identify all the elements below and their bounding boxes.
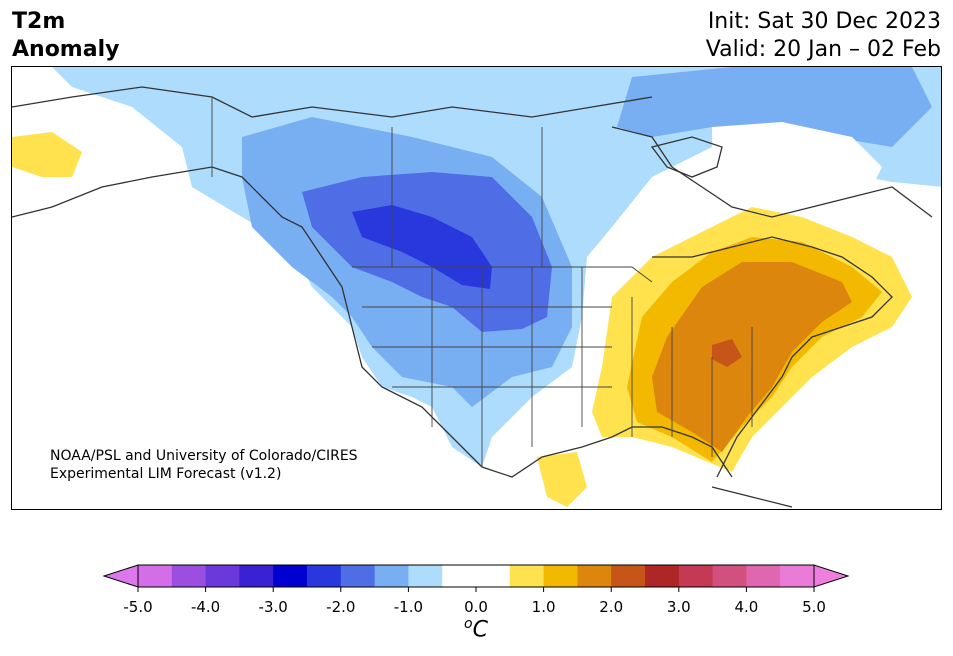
unit-degree: o bbox=[464, 616, 473, 632]
colorbar-segment bbox=[746, 565, 781, 587]
colorbar-segment bbox=[239, 565, 274, 587]
colorbar-under-arrow bbox=[102, 564, 139, 588]
colorbar-tick-label: 1.0 bbox=[531, 598, 556, 616]
colorbar-segment bbox=[205, 565, 240, 587]
colorbar-unit: oC bbox=[464, 616, 488, 642]
map-title: T2m Anomaly bbox=[12, 8, 119, 64]
colorbar-bar bbox=[102, 564, 850, 592]
colorbar-tick-label: -3.0 bbox=[258, 598, 288, 616]
colorbar-segment bbox=[645, 565, 680, 587]
colorbar-tick-label: -5.0 bbox=[123, 598, 153, 616]
anomaly-map: NOAA/PSL and University of Colorado/CIRE… bbox=[11, 66, 942, 510]
colorbar-segment bbox=[171, 565, 207, 587]
colorbar-segment bbox=[374, 565, 409, 587]
colorbar-segment bbox=[577, 565, 612, 587]
colorbar-tick-label: 3.0 bbox=[666, 598, 691, 616]
colorbar-segment bbox=[442, 565, 477, 587]
colorbar-tick-label: 5.0 bbox=[802, 598, 826, 616]
valid-range: Valid: 20 Jan – 02 Feb bbox=[705, 37, 941, 62]
credit-line-1: NOAA/PSL and University of Colorado/CIRE… bbox=[50, 448, 358, 464]
colorbar-segment bbox=[340, 565, 376, 587]
colorbar-tick-label: -1.0 bbox=[393, 598, 424, 616]
colorbar-segment bbox=[712, 565, 747, 587]
unit-letter: C bbox=[472, 617, 488, 643]
forecast-dates: Init: Sat 30 Dec 2023 Valid: 20 Jan – 02… bbox=[706, 8, 941, 64]
colorbar-tick-label: 4.0 bbox=[734, 598, 759, 616]
title-line-1: T2m bbox=[12, 9, 66, 34]
init-date: Init: Sat 30 Dec 2023 bbox=[707, 9, 941, 34]
colorbar-tick-label: 0.0 bbox=[464, 598, 488, 616]
colorbar-segment bbox=[780, 565, 815, 587]
anomaly-shade-royal-blue bbox=[352, 205, 492, 289]
map-canvas bbox=[12, 67, 941, 508]
anomaly-shade-yellow-alaska bbox=[12, 132, 82, 177]
title-line-2: Anomaly bbox=[12, 37, 120, 62]
anomaly-shade-dark-orange bbox=[712, 339, 742, 367]
colorbar-tick-label: -4.0 bbox=[190, 598, 221, 616]
credit-line-2: Experimental LIM Forecast (v1.2) bbox=[50, 466, 282, 482]
colorbar-over-arrow bbox=[813, 564, 850, 588]
colorbar-segment bbox=[509, 565, 545, 587]
colorbar-segment bbox=[307, 565, 342, 587]
white-region-hudson bbox=[712, 122, 882, 207]
colorbar-segment bbox=[273, 565, 308, 587]
anomaly-shade-yellow-gulf bbox=[537, 452, 587, 507]
credit-text: NOAA/PSL and University of Colorado/CIRE… bbox=[50, 447, 358, 483]
colorbar-tick-label: 2.0 bbox=[599, 598, 624, 616]
colorbar-segment bbox=[476, 565, 511, 587]
colorbar-segment bbox=[138, 565, 173, 587]
colorbar-segment bbox=[678, 565, 714, 587]
colorbar-segment bbox=[543, 565, 578, 587]
coastlines bbox=[12, 86, 933, 508]
colorbar-segment bbox=[611, 565, 646, 587]
colorbar: -5.0 -4.0 -3.0 -2.0 -1.0 0.0 1.0 2.0 3.0 4.0 5.0 o… bbox=[0, 560, 953, 656]
colorbar-tick-label: -2.0 bbox=[326, 598, 356, 616]
colorbar-segment bbox=[408, 565, 443, 587]
political-borders bbox=[211, 97, 753, 467]
anomaly-shade-sky-blue-north bbox=[617, 67, 932, 147]
